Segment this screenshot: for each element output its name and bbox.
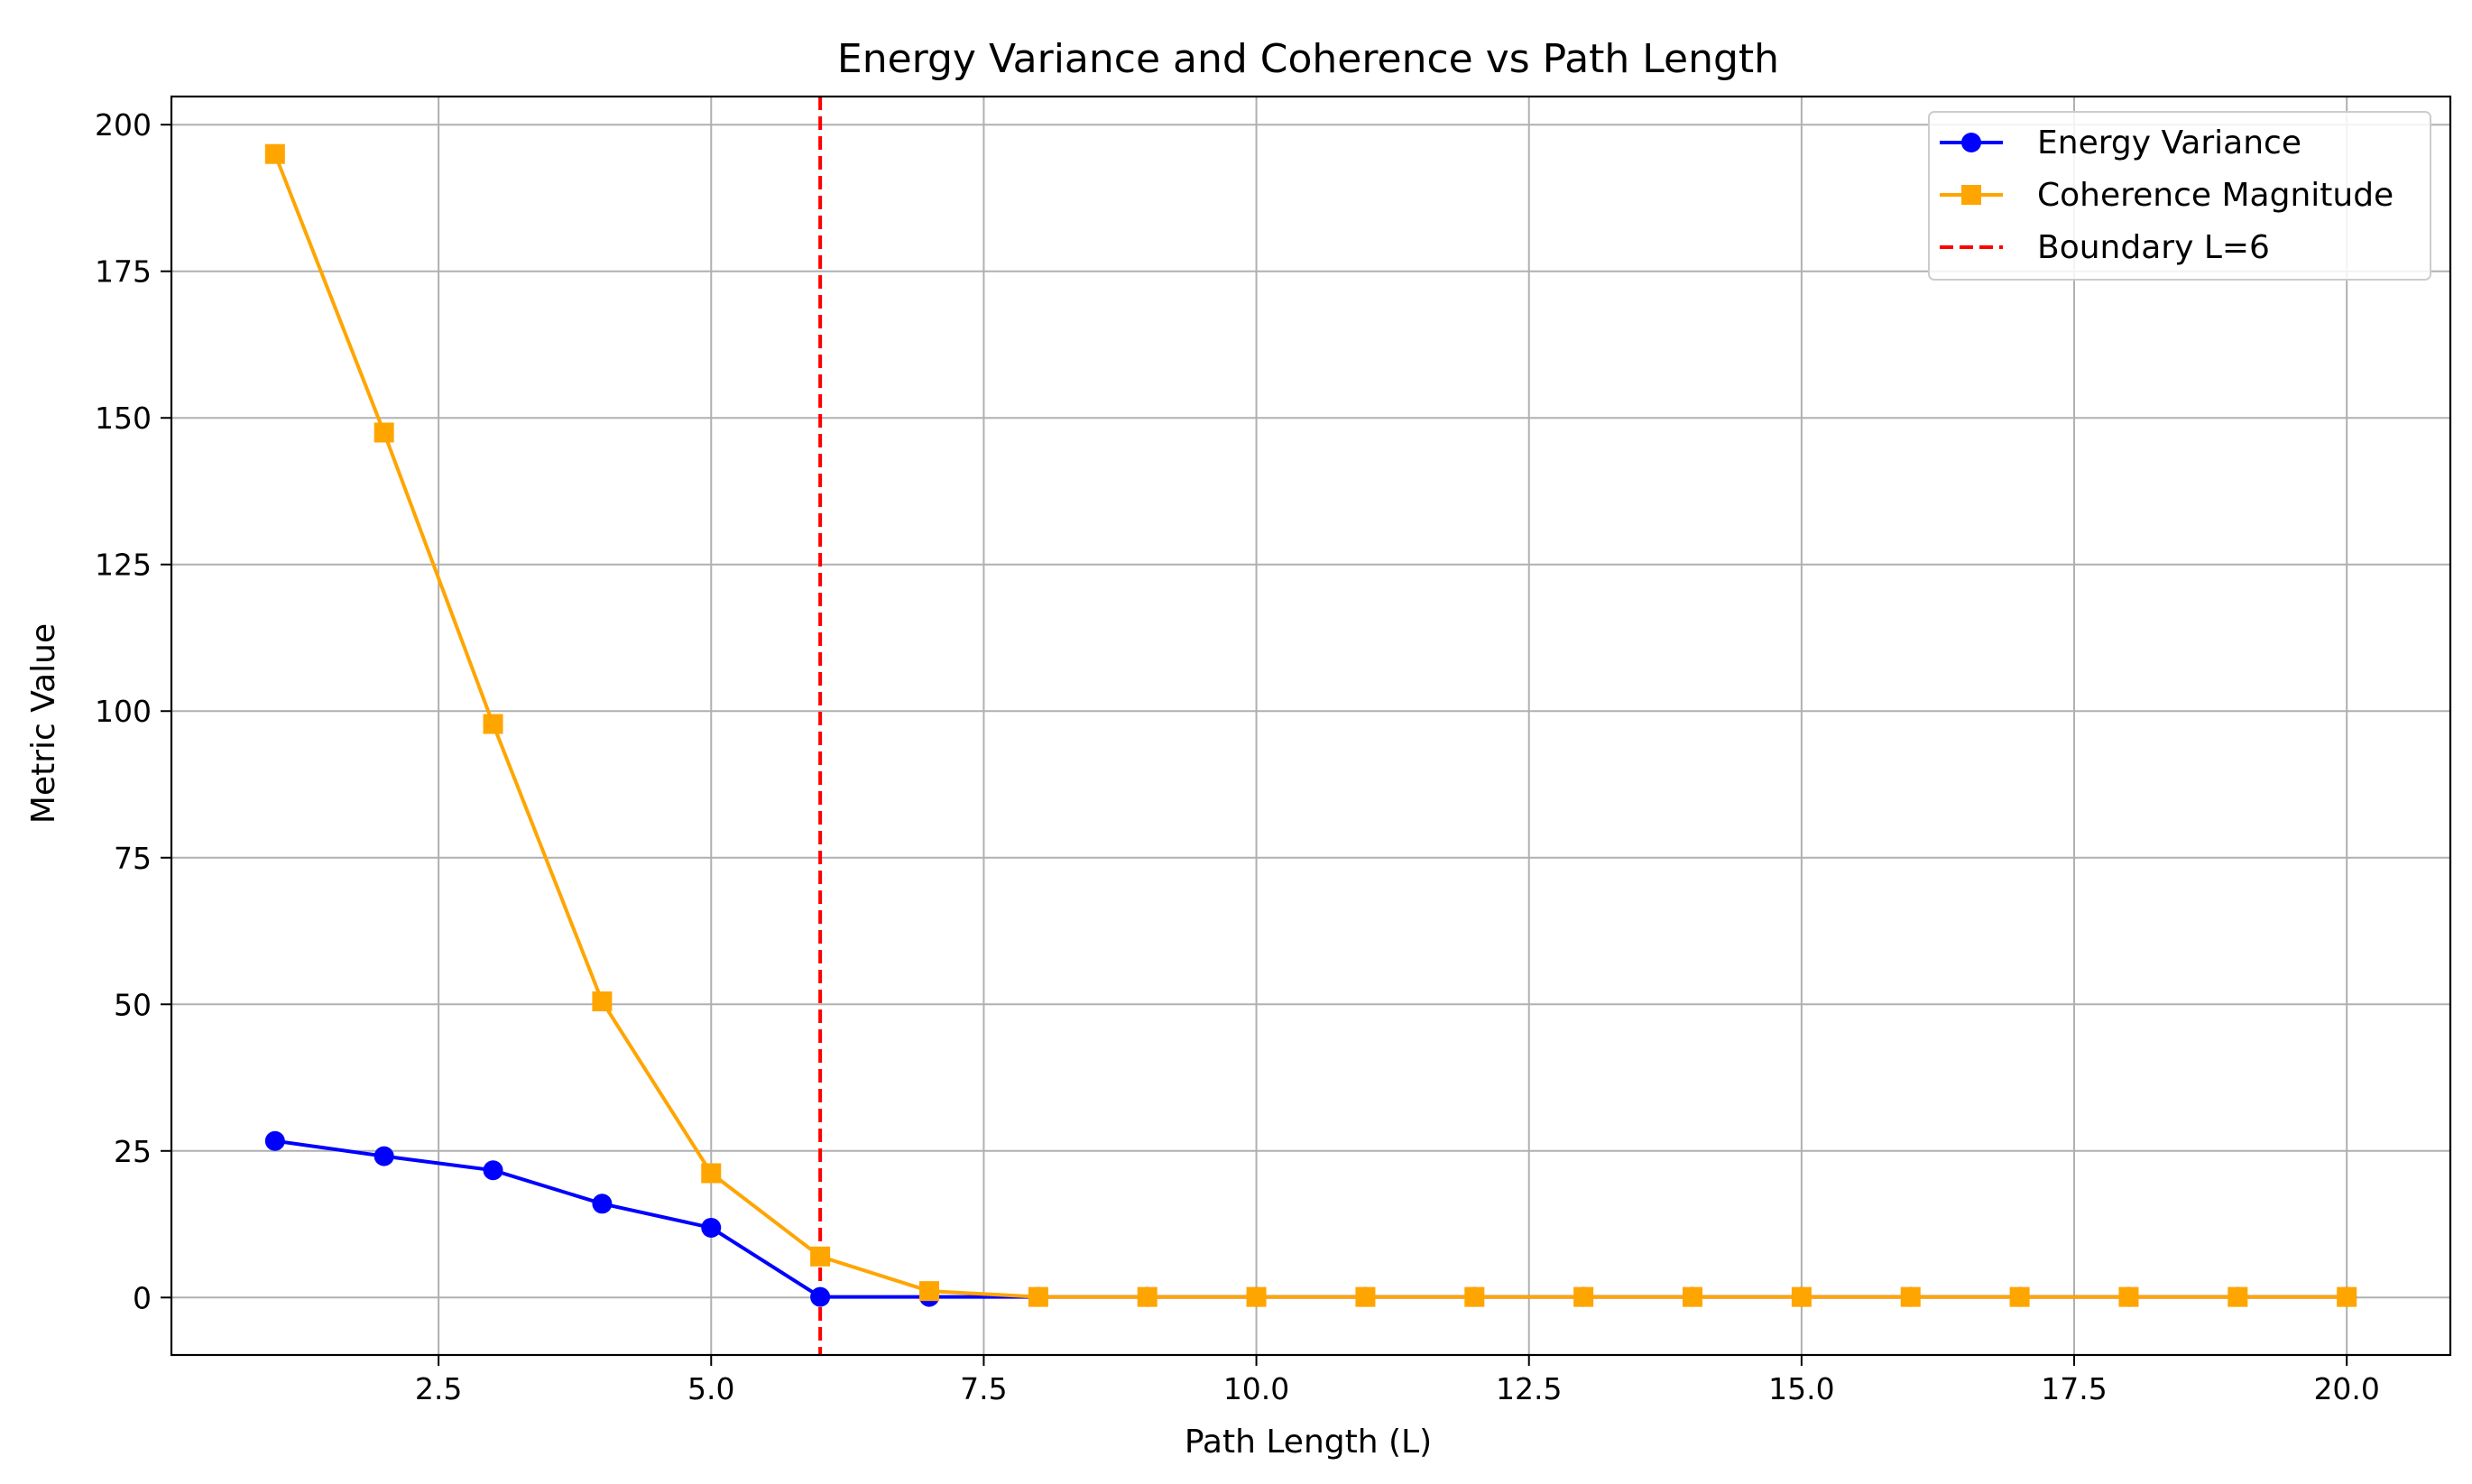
coherence-magnitude-point (1246, 1286, 1267, 1307)
energy-variance-point (701, 1217, 722, 1238)
energy-variance-point (483, 1160, 503, 1181)
coherence-magnitude-point (1137, 1286, 1158, 1307)
y-tick-label: 200 (95, 107, 152, 143)
coherence-magnitude-point (810, 1246, 831, 1267)
y-tick-label: 75 (114, 841, 152, 876)
y-tick-label: 175 (95, 254, 152, 290)
x-axis-label: Path Length (L) (1185, 1424, 1432, 1461)
legend-marker-coherence-magnitude (1961, 185, 1981, 205)
legend-marker-energy-variance (1961, 133, 1981, 152)
x-tick-label: 5.0 (687, 1371, 734, 1406)
series-group (264, 143, 2357, 1307)
coherence-magnitude-point (1028, 1286, 1048, 1307)
y-tick-label: 25 (114, 1134, 152, 1169)
coherence-magnitude-point (2228, 1286, 2248, 1307)
x-tick-label: 2.5 (415, 1371, 462, 1406)
y-tick-label: 150 (95, 401, 152, 436)
legend-label-coherence-magnitude: Coherence Magnitude (2037, 177, 2394, 214)
legend-label-energy-variance: Energy Variance (2037, 124, 2301, 161)
legend-label-boundary-l-6: Boundary L=6 (2037, 229, 2270, 266)
coherence-magnitude-point (1464, 1286, 1485, 1307)
x-axis-ticks: 2.5 5.0 7.5 10.0 12.5 15.0 17.5 20.0 (415, 1355, 2380, 1406)
coherence-magnitude-point (1791, 1286, 1812, 1307)
coherence-magnitude-point (592, 991, 613, 1012)
y-tick-label: 100 (95, 694, 152, 729)
coherence-magnitude-point (374, 422, 394, 443)
energy-variance-point (264, 1130, 285, 1151)
y-tick-label: 125 (95, 548, 152, 583)
coherence-magnitude-point (1355, 1286, 1376, 1307)
coherence-magnitude-point (2337, 1286, 2357, 1307)
coherence-magnitude-point (1900, 1286, 1921, 1307)
x-tick-label: 15.0 (1768, 1371, 1834, 1406)
x-tick-label: 20.0 (2313, 1371, 2379, 1406)
y-axis-ticks: 0 25 50 75 100 125 150 175 200 (95, 107, 171, 1315)
coherence-magnitude-point (918, 1281, 939, 1302)
coherence-magnitude-point (264, 143, 285, 164)
x-tick-label: 17.5 (2041, 1371, 2107, 1406)
y-axis-label: Metric Value (25, 623, 62, 824)
x-tick-label: 12.5 (1496, 1371, 1562, 1406)
energy-variance-point (810, 1286, 831, 1307)
coherence-magnitude-point (483, 714, 503, 734)
grid (171, 97, 2450, 1355)
coherence-magnitude-point (2118, 1286, 2139, 1307)
coherence-magnitude-line (272, 152, 2347, 1299)
x-tick-label: 7.5 (960, 1371, 1007, 1406)
legend-box (1928, 111, 2431, 281)
coherence-magnitude-point (2009, 1286, 2030, 1307)
coherence-magnitude-point (1683, 1286, 1703, 1307)
x-tick-label: 10.0 (1223, 1371, 1289, 1406)
energy-variance-point (374, 1146, 394, 1166)
coherence-magnitude-point (1573, 1286, 1594, 1307)
y-tick-label: 50 (114, 987, 152, 1022)
coherence-magnitude-series (264, 143, 2357, 1307)
plot-frame (170, 95, 2452, 1357)
coherence-magnitude-point (701, 1163, 722, 1184)
y-tick-label: 0 (133, 1280, 152, 1315)
legend: Energy Variance Coherence Magnitude Bounda… (1928, 111, 2431, 281)
chart-title: Energy Variance and Coherence vs Path Le… (837, 36, 1779, 82)
energy-variance-point (592, 1194, 613, 1214)
